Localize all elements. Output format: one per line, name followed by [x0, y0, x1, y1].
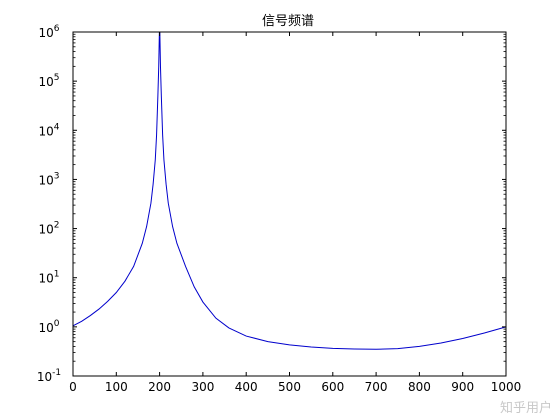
y-tick-exponent: 6 [54, 24, 60, 34]
y-tick-exponent: 0 [54, 319, 60, 329]
x-tick-label: 700 [365, 380, 388, 394]
x-tick-label: 200 [148, 380, 171, 394]
x-tick-label: 600 [321, 380, 344, 394]
x-tick-label: 800 [408, 380, 431, 394]
y-tick-base: 10 [38, 26, 53, 40]
y-tick-base: 10 [38, 173, 53, 187]
x-tick-label: 900 [451, 380, 474, 394]
y-tick-exponent: 3 [54, 171, 60, 181]
x-tick-label: 1000 [491, 380, 522, 394]
y-tick-label: 106 [38, 24, 59, 40]
y-tick-exponent: 2 [54, 221, 60, 231]
watermark-text: 知乎用户 [499, 401, 552, 416]
y-tick-label: 100 [38, 319, 59, 335]
y-tick-base: 10 [37, 370, 52, 384]
series-line-0 [72, 31, 507, 350]
x-tick-label: 100 [105, 380, 128, 394]
y-tick-exponent: 5 [54, 73, 60, 83]
x-tick-label: 400 [235, 380, 258, 394]
x-tick-label: 0 [69, 380, 77, 394]
x-tick-label: 500 [278, 380, 301, 394]
y-tick-label: 104 [38, 122, 59, 138]
y-tick-label: 102 [38, 221, 59, 237]
y-tick-base: 10 [38, 321, 53, 335]
y-tick-base: 10 [38, 223, 53, 237]
y-tick-exponent: -1 [52, 368, 61, 378]
y-tick-label: 101 [38, 270, 59, 286]
chart-title: 信号频谱 [262, 14, 314, 29]
x-tick-label: 300 [191, 380, 214, 394]
y-tick-base: 10 [38, 124, 53, 138]
y-tick-label: 10-1 [37, 368, 61, 384]
y-tick-label: 103 [38, 171, 59, 187]
y-tick-base: 10 [38, 272, 53, 286]
y-tick-exponent: 1 [54, 270, 60, 280]
y-tick-label: 105 [38, 73, 59, 89]
plot-area: 0 100 200 300 400 500 600 700 800 900 100010-11001… [37, 24, 521, 394]
y-tick-base: 10 [38, 75, 53, 89]
y-tick-exponent: 4 [54, 122, 60, 132]
